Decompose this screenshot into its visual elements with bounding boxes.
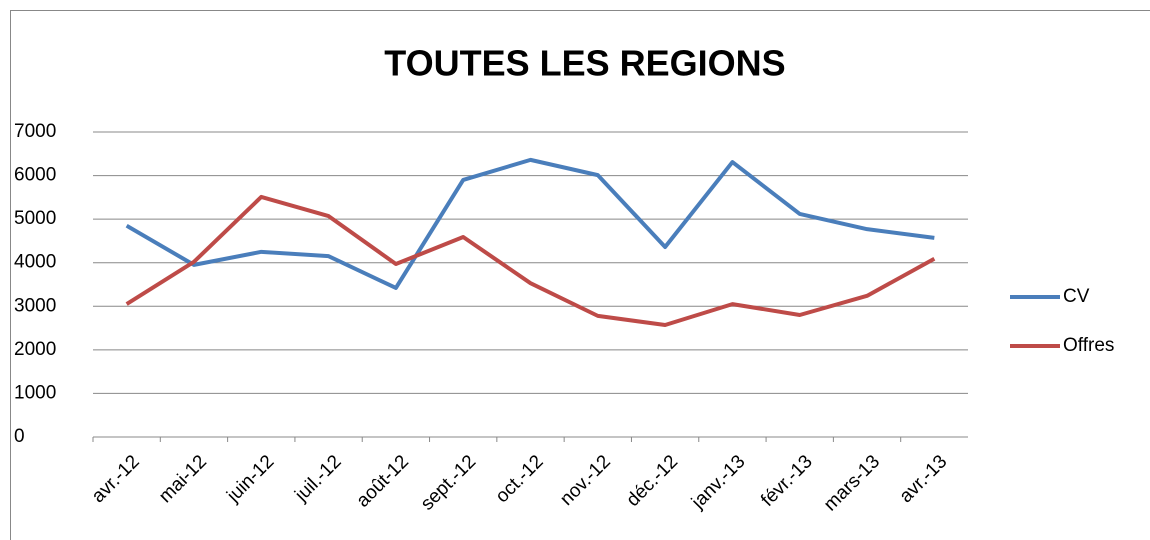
y-tick-label: 0 bbox=[14, 426, 25, 447]
y-tick-label: 4000 bbox=[14, 252, 56, 273]
y-tick-label: 2000 bbox=[14, 339, 56, 360]
y-tick-label: 3000 bbox=[14, 295, 56, 316]
line-series bbox=[125, 194, 936, 328]
line-series bbox=[125, 157, 935, 290]
legend-label: CV bbox=[1063, 286, 1090, 307]
legend-label: Offres bbox=[1063, 335, 1114, 356]
y-tick-label: 1000 bbox=[14, 382, 56, 403]
y-tick-label: 6000 bbox=[14, 165, 56, 186]
y-tick-label: 7000 bbox=[14, 121, 56, 142]
chart-title: TOUTES LES REGIONS bbox=[384, 43, 785, 84]
y-tick-label: 5000 bbox=[14, 208, 56, 229]
chart-frame bbox=[10, 10, 1150, 540]
